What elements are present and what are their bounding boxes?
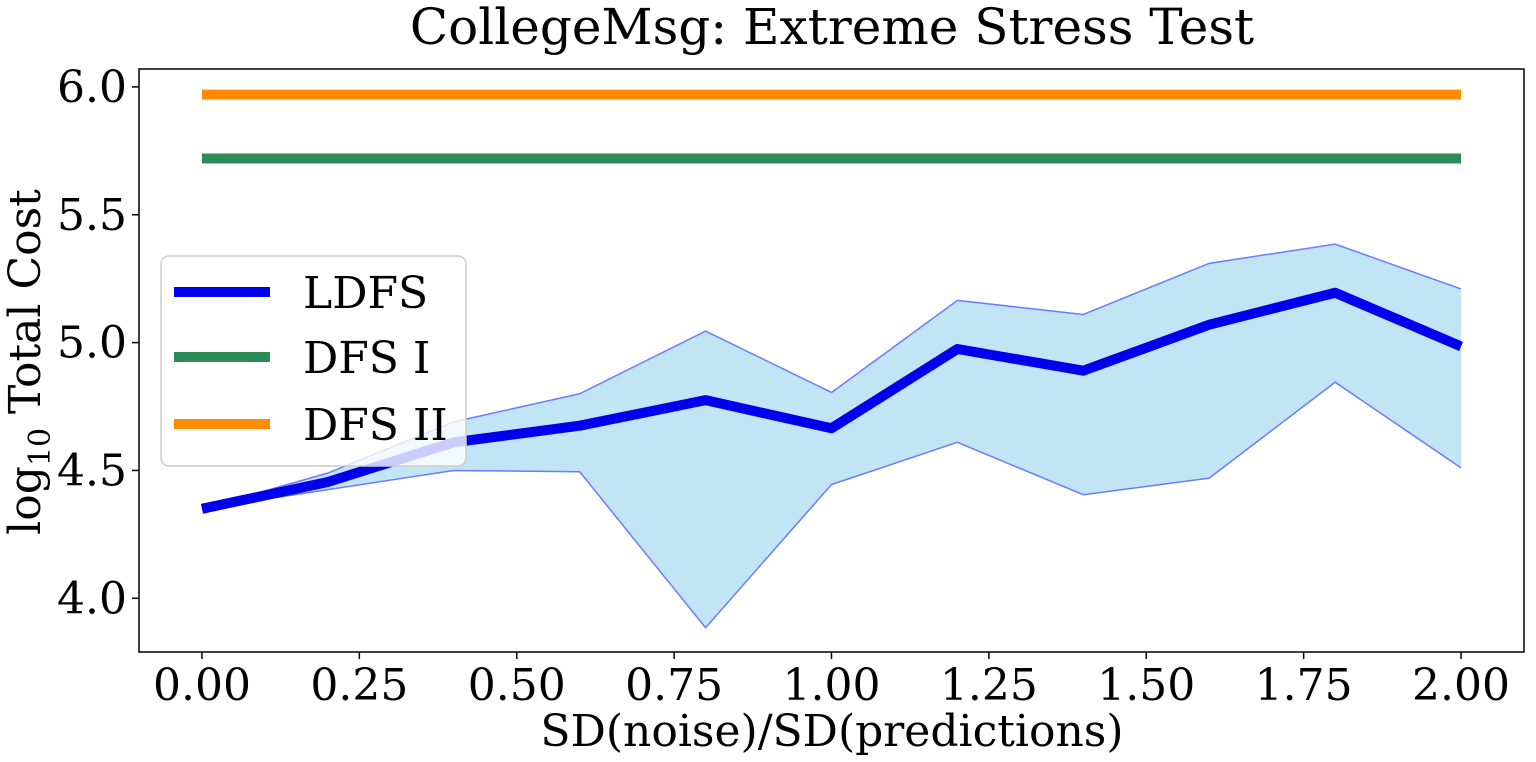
x-tick-label: 1.25 (940, 660, 1038, 711)
x-tick-label: 1.50 (1097, 660, 1195, 711)
x-axis-label: SD(noise)/SD(predictions) (540, 706, 1123, 757)
y-axis-label: log10 Total Cost (0, 189, 58, 535)
ldfs-band-lower-edge (201, 381, 1462, 629)
ldfs-band (201, 244, 1462, 628)
x-tick-label: 2.00 (1412, 660, 1510, 711)
x-tick-label: 1.00 (783, 660, 881, 711)
legend-label-dfs-ii: DFS II (303, 400, 448, 451)
y-tick-label: 5.0 (57, 318, 127, 369)
y-tick-label: 6.0 (57, 62, 127, 113)
y-axis-label-subscript: 10 (23, 428, 58, 466)
y-axis-label-group: log10 Total Cost (0, 189, 58, 535)
legend-box (160, 255, 467, 467)
y-axis: 4.0 4.5 5.0 5.5 6.0 (57, 62, 139, 624)
x-tick-label: 0.00 (153, 660, 251, 711)
y-tick-label: 4.0 (57, 573, 127, 624)
y-tick-label: 4.5 (57, 445, 127, 496)
x-tick-label: 0.25 (310, 660, 408, 711)
y-axis-label-rest: Total Cost (0, 189, 51, 428)
legend-label-ldfs: LDFS (303, 268, 428, 319)
x-tick-label: 0.75 (625, 660, 723, 711)
y-tick-label: 5.5 (57, 190, 127, 241)
x-tick-label: 0.50 (468, 660, 566, 711)
x-axis: 0.00 0.25 0.50 0.75 1.00 1.25 1.50 1.75 2.00 (153, 652, 1510, 711)
x-tick-label: 1.75 (1255, 660, 1353, 711)
legend-label-dfs-i: DFS I (303, 333, 430, 384)
chart-title: CollegeMsg: Extreme Stress Test (410, 0, 1254, 56)
legend: LDFS DFS I DFS II (160, 255, 467, 467)
y-axis-label-base: log (0, 466, 51, 535)
